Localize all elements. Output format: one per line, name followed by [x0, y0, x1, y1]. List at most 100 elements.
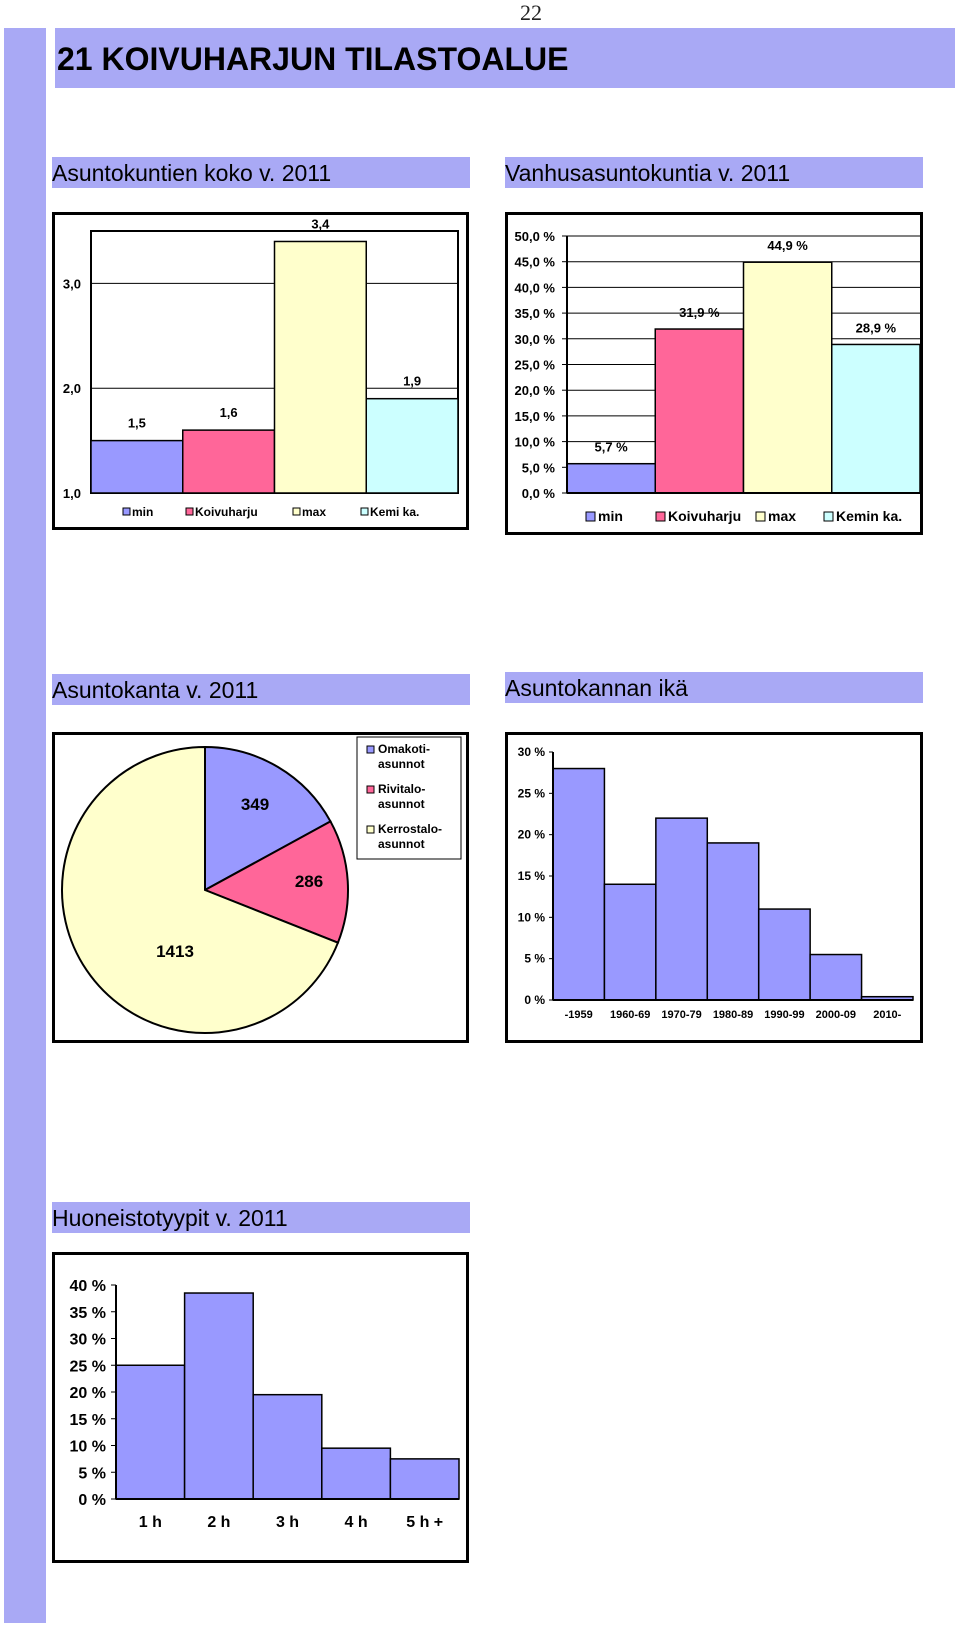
- y-tick-label: 1,0: [63, 486, 81, 501]
- housing-stock-chart-frame: 349 286 1413 Omakoti-asunnot Rivitalo-asunno…: [52, 732, 469, 1043]
- x-tick-label: 2010-: [873, 1009, 901, 1021]
- bar: [552, 767, 606, 1001]
- page-number: 22: [520, 0, 542, 25]
- apartment-types-chart: 0 % 5 % 10 % 15 % 20 % 25 % 30 % 35 % 40 % 1 h 2 h…: [70, 1278, 460, 1531]
- legend-label: Koivuharju: [195, 505, 258, 519]
- y-tick-label: 5 %: [524, 952, 545, 966]
- legend-label: Rivitalo-: [378, 782, 425, 796]
- legend-label: asunnot: [378, 837, 425, 851]
- household-size-chart: 1,0 2,0 3,0 1,5 1,6 3,4 1,9 min Koivuharju max Kem…: [63, 216, 459, 519]
- x-tick-label: 4 h: [345, 1514, 368, 1531]
- bar: [90, 439, 184, 494]
- y-tick-label: 0,0 %: [522, 486, 556, 501]
- y-tick-label: 30 %: [518, 745, 546, 759]
- legend-swatch: [823, 511, 834, 522]
- legend-label: max: [302, 505, 326, 519]
- x-tick-label: 1960-69: [610, 1009, 650, 1021]
- bar: [321, 1447, 392, 1500]
- page-title-band: 21 KOIVUHARJUN TILASTOALUE: [55, 28, 955, 88]
- y-tick-label: 15 %: [518, 869, 546, 883]
- y-tick-label: 5,0 %: [522, 460, 556, 475]
- y-tick-label: 30 %: [70, 1332, 106, 1349]
- legend-label: Kerrostalo-: [378, 822, 442, 836]
- elderly-households-chart-frame: 0,0 % 5,0 % 10,0 % 15,0 % 20,0 % 25,0 % 30,0 %…: [505, 212, 923, 535]
- bar: [603, 883, 657, 1001]
- y-tick-label: 45,0 %: [515, 255, 556, 270]
- x-tick-label: 1 h: [139, 1514, 162, 1531]
- legend-label: Kemi ka.: [370, 505, 419, 519]
- y-tick-label: 20,0 %: [515, 383, 556, 398]
- legend-swatch: [585, 511, 596, 522]
- data-label: 31,9 %: [679, 305, 720, 320]
- legend-label: min: [598, 508, 623, 524]
- y-tick-label: 10,0 %: [515, 435, 556, 450]
- data-label: 44,9 %: [767, 238, 808, 253]
- legend-label: min: [132, 505, 153, 519]
- legend-label: asunnot: [378, 757, 425, 771]
- legend-label: Omakoti-: [378, 742, 430, 756]
- section-label-housing-age: Asuntokannan ikä: [505, 672, 923, 703]
- section-title: Asuntokuntien koko v. 2011: [52, 160, 332, 186]
- y-tick-label: 15,0 %: [515, 409, 556, 424]
- y-tick-label: 10 %: [70, 1439, 106, 1456]
- section-title: Asuntokanta v. 2011: [52, 677, 259, 703]
- y-tick-label: 35 %: [70, 1305, 106, 1322]
- legend-swatch: [292, 507, 301, 516]
- y-tick-label: 25 %: [70, 1358, 106, 1375]
- bar: [566, 462, 656, 494]
- pie-slice: [204, 745, 332, 892]
- section-label-housing-stock: Asuntokanta v. 2011: [52, 674, 470, 705]
- legend-swatch: [122, 507, 131, 516]
- x-tick-label: 2000-09: [816, 1009, 856, 1021]
- data-label: 3,4: [311, 216, 330, 231]
- data-label: 28,9 %: [856, 320, 897, 335]
- legend-swatch: [185, 507, 194, 516]
- section-label-elderly-households: Vanhusasuntokuntia v. 2011: [505, 157, 923, 188]
- bar: [831, 343, 921, 494]
- y-tick-label: 15 %: [70, 1412, 106, 1429]
- pie-slice: [202, 820, 349, 944]
- bar: [252, 1393, 323, 1500]
- page-title: 21 KOIVUHARJUN TILASTOALUE: [57, 41, 569, 77]
- x-tick-label: 1970-79: [661, 1009, 701, 1021]
- data-label: 5,7 %: [595, 440, 629, 455]
- data-label: 1,5: [128, 416, 146, 431]
- bar: [654, 328, 745, 494]
- legend-box: [356, 736, 462, 860]
- elderly-households-chart: 0,0 % 5,0 % 10,0 % 15,0 % 20,0 % 25,0 % 30,0 %…: [515, 229, 921, 524]
- data-label: 1,9: [403, 374, 421, 389]
- apartment-types-chart-frame: 0 % 5 % 10 % 15 % 20 % 25 % 30 % 35 % 40 % 1 h 2 h…: [52, 1252, 469, 1563]
- y-tick-label: 40,0 %: [515, 280, 556, 295]
- legend-label: Koivuharju: [668, 508, 741, 524]
- x-tick-label: -1959: [565, 1009, 593, 1021]
- housing-age-chart: 0 % 5 % 10 % 15 % 20 % 25 % 30 % -1959 1960-69 19…: [518, 745, 914, 1021]
- bar: [655, 817, 709, 1001]
- legend-swatch: [366, 745, 375, 754]
- bar: [706, 842, 760, 1001]
- y-tick-label: 0 %: [78, 1492, 106, 1509]
- legend-swatch: [366, 825, 375, 834]
- bar: [182, 429, 276, 494]
- bar: [183, 1292, 254, 1500]
- data-label: 1,6: [220, 405, 238, 420]
- legend-swatch: [366, 785, 375, 794]
- section-label-household-size: Asuntokuntien koko v. 2011: [52, 157, 470, 188]
- bar: [115, 1364, 186, 1500]
- household-size-chart-frame: 1,0 2,0 3,0 1,5 1,6 3,4 1,9 min Koivuharju max Kem…: [52, 212, 469, 530]
- legend-label: Kemin ka.: [836, 508, 902, 524]
- y-tick-label: 20 %: [70, 1385, 106, 1402]
- y-tick-label: 25,0 %: [515, 358, 556, 373]
- x-tick-label: 1980-89: [713, 1009, 753, 1021]
- bar: [742, 261, 833, 494]
- housing-age-chart-frame: 0 % 5 % 10 % 15 % 20 % 25 % 30 % -1959 1960-69 19…: [505, 732, 923, 1043]
- x-tick-label: 3 h: [276, 1514, 299, 1531]
- y-tick-label: 30,0 %: [515, 332, 556, 347]
- bar: [757, 908, 811, 1001]
- bar: [809, 953, 863, 1001]
- left-margin-stripe: [4, 28, 46, 1623]
- legend-swatch: [360, 507, 369, 516]
- y-tick-label: 10 %: [518, 910, 546, 924]
- y-tick-label: 25 %: [518, 786, 546, 800]
- data-label: 1413: [156, 942, 194, 961]
- x-tick-label: 5 h +: [406, 1514, 443, 1531]
